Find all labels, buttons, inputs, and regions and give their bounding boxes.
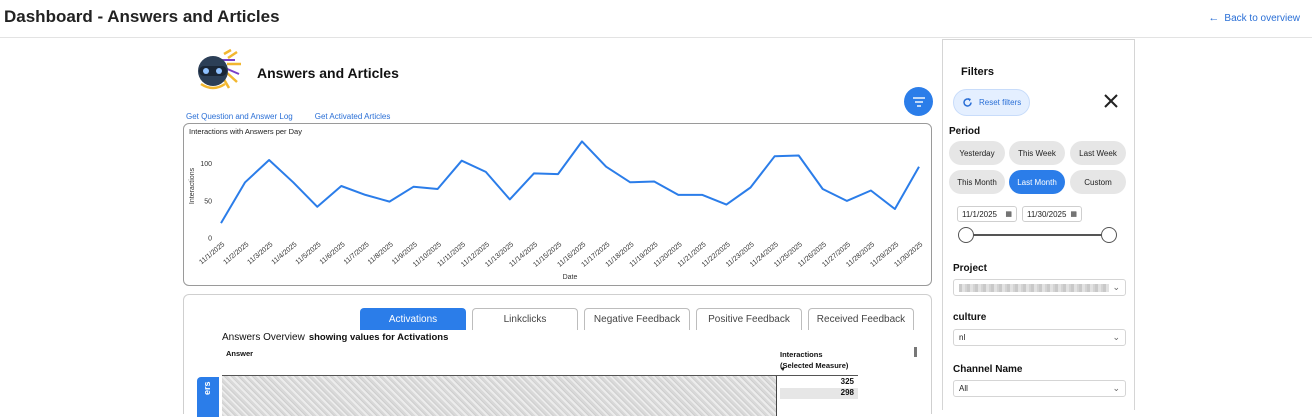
y-tick-label: 0	[208, 236, 212, 243]
column-header-interactions-line2: (Selected Measure)	[780, 361, 849, 370]
slider-end-handle[interactable]	[1101, 227, 1117, 243]
close-icon[interactable]	[1102, 92, 1120, 110]
chart-title: Interactions with Answers per Day	[189, 127, 302, 136]
sort-desc-icon[interactable]: ▼	[780, 367, 786, 373]
project-label: Project	[953, 263, 987, 274]
slider-start-handle[interactable]	[958, 227, 974, 243]
back-link-label: Back to overview	[1224, 12, 1300, 24]
answers-table-card: Activations Linkclicks Negative Feedback…	[183, 294, 932, 417]
filters-panel: Filters Reset filters Period Yesterday T…	[942, 39, 1135, 410]
report-links: Get Question and Answer Log Get Activate…	[186, 112, 390, 121]
reset-filters-label: Reset filters	[979, 98, 1022, 107]
x-tick-label: 11/5/2025	[295, 241, 323, 266]
interactions-cell: 298	[780, 388, 858, 399]
column-header-interactions[interactable]: Interactions (Selected Measure)	[780, 349, 848, 371]
refresh-icon	[963, 98, 972, 107]
tab-negative-feedback[interactable]: Negative Feedback	[584, 308, 690, 330]
interactions-chart: Interactions with Answers per Day 0 50 100…	[183, 123, 932, 286]
chevron-down-icon: ⌄	[1112, 383, 1120, 393]
column-header-answer[interactable]: Answer	[226, 349, 254, 358]
chevron-down-icon: ⌄	[1112, 282, 1120, 292]
series-line	[220, 140, 920, 224]
tab-linkclicks[interactable]: Linkclicks	[472, 308, 578, 330]
x-axis-label: Date	[563, 274, 578, 281]
line-chart-svg: 0 50 100 11/1/202511/2/202511/3/202511/4/20…	[189, 140, 924, 281]
answers-overview-title: Answers Overview showing values for Activ…	[222, 332, 448, 343]
top-bar: Dashboard - Answers and Articles ← Back …	[0, 0, 1312, 38]
chevron-down-icon: ⌄	[1112, 332, 1120, 342]
header-divider	[222, 375, 858, 376]
measure-tabs: Activations Linkclicks Negative Feedback…	[360, 308, 914, 330]
project-select[interactable]: ⌄	[953, 279, 1126, 296]
x-tick-label: 11/7/2025	[343, 241, 371, 266]
period-last-month[interactable]: Last Month	[1009, 170, 1065, 194]
period-custom[interactable]: Custom	[1070, 170, 1126, 194]
column-header-interactions-line1: Interactions	[780, 350, 823, 359]
period-last-week[interactable]: Last Week	[1070, 141, 1126, 165]
x-tick-label: 11/8/2025	[367, 241, 395, 266]
arrow-left-icon: ←	[1208, 12, 1220, 24]
x-tick-label: 11/4/2025	[271, 241, 299, 266]
culture-value: nl	[959, 333, 966, 342]
answer-cells-redacted	[222, 376, 776, 416]
period-yesterday[interactable]: Yesterday	[949, 141, 1005, 165]
x-tick-label: 11/6/2025	[319, 241, 347, 266]
date-from-value: 11/1/2025	[962, 209, 997, 219]
y-axis-label: Interactions	[189, 167, 196, 204]
filter-icon	[912, 96, 925, 107]
channel-name-select[interactable]: All ⌄	[953, 380, 1126, 397]
calendar-icon: ▦	[1005, 211, 1012, 218]
interactions-cell: 325	[840, 377, 854, 386]
overview-title-text: Answers Overview	[222, 332, 305, 343]
tab-positive-feedback[interactable]: Positive Feedback	[696, 308, 802, 330]
back-to-overview-link[interactable]: ← Back to overview	[1208, 12, 1300, 24]
date-to-input[interactable]: 11/30/2025 ▦	[1022, 206, 1082, 222]
activated-articles-link[interactable]: Get Activated Articles	[314, 112, 391, 121]
overview-subtitle: showing values for Activations	[308, 332, 449, 343]
reset-filters-button[interactable]: Reset filters	[953, 89, 1030, 116]
channel-value: All	[959, 384, 968, 393]
channel-name-label: Channel Name	[953, 364, 1023, 375]
date-range-slider[interactable]	[967, 234, 1110, 236]
x-tick-label: 11/3/2025	[246, 241, 274, 266]
page-title: Dashboard - Answers and Articles	[4, 7, 280, 26]
filter-toggle-button[interactable]	[904, 87, 933, 116]
culture-select[interactable]: nl ⌄	[953, 329, 1126, 346]
side-tab[interactable]: ers	[197, 377, 219, 417]
project-value-redacted	[959, 283, 1109, 292]
x-tick-label: 11/1/2025	[198, 241, 226, 266]
report-area: Answers and Articles Get Question and An…	[183, 40, 939, 417]
calendar-icon: ▦	[1070, 211, 1077, 218]
report-title: Answers and Articles	[257, 65, 399, 81]
x-tick-label: 11/2/2025	[222, 241, 250, 266]
tab-received-feedback[interactable]: Received Feedback	[808, 308, 914, 330]
period-this-week[interactable]: This Week	[1009, 141, 1065, 165]
period-this-month[interactable]: This Month	[949, 170, 1005, 194]
date-from-input[interactable]: 11/1/2025 ▦	[957, 206, 1017, 222]
date-to-value: 11/30/2025	[1027, 209, 1067, 219]
tab-activations[interactable]: Activations	[360, 308, 466, 330]
period-label: Period	[949, 126, 981, 137]
culture-label: culture	[953, 312, 987, 323]
y-tick-label: 50	[204, 198, 212, 205]
side-tab-label: ers	[202, 381, 212, 395]
table-scrollbar[interactable]	[914, 347, 917, 357]
column-divider	[776, 376, 777, 416]
robot-logo-icon	[198, 48, 241, 90]
filters-title: Filters	[961, 66, 995, 78]
qa-log-link[interactable]: Get Question and Answer Log	[186, 112, 293, 121]
y-tick-label: 100	[200, 161, 212, 168]
